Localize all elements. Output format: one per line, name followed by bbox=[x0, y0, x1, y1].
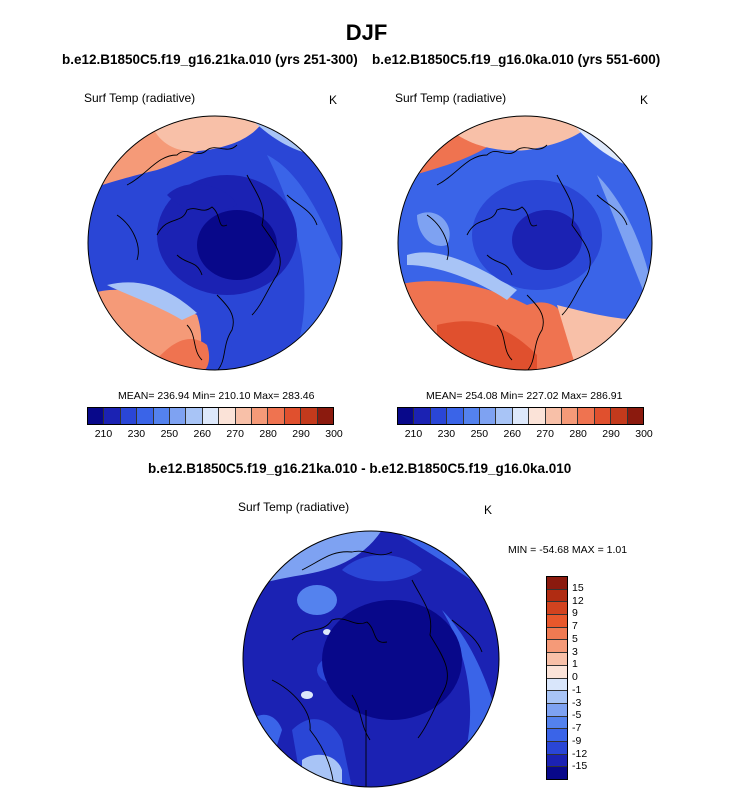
colorbar-tick-label: -1 bbox=[572, 683, 582, 696]
colorbar-tick-label: -5 bbox=[572, 709, 582, 722]
colorbar-swatch bbox=[496, 408, 513, 424]
colorbar-swatch bbox=[547, 615, 567, 628]
colorbar-swatch bbox=[547, 729, 567, 742]
colorbar-tick-label: 250 bbox=[470, 428, 489, 440]
colorbar-swatch bbox=[547, 665, 567, 679]
colorbar-swatch bbox=[252, 408, 269, 424]
colorbar-swatch bbox=[627, 408, 644, 424]
colorbar-swatch bbox=[268, 408, 285, 424]
colorbar-tick-label: 210 bbox=[94, 428, 113, 440]
colorbar-swatch bbox=[547, 678, 567, 692]
colorbar-swatch bbox=[398, 408, 415, 424]
colorbar-tick-label: 270 bbox=[536, 428, 554, 440]
colorbar-swatch bbox=[202, 408, 220, 424]
colorbar-swatch bbox=[120, 408, 138, 424]
colorbar-tick-label: 230 bbox=[127, 428, 146, 440]
colorbar-tick-label: 250 bbox=[160, 428, 179, 440]
colorbar-swatch bbox=[463, 408, 481, 424]
colorbar-swatch bbox=[611, 408, 628, 424]
diff-polar-map bbox=[242, 530, 500, 788]
colorbar-swatch bbox=[219, 408, 236, 424]
left-panel-stats: MEAN= 236.94 Min= 210.10 Max= 283.46 bbox=[118, 390, 315, 402]
colorbar-swatch bbox=[547, 589, 567, 603]
right-panel-label: Surf Temp (radiative) bbox=[395, 91, 507, 105]
subtitle-right: b.e12.B1850C5.f19_g16.0ka.010 (yrs 551-6… bbox=[372, 52, 661, 67]
colorbar-tick-label: 1 bbox=[572, 658, 578, 671]
colorbar-swatch bbox=[547, 767, 567, 779]
colorbar-swatch bbox=[547, 716, 567, 730]
colorbar-tick-label: 260 bbox=[193, 428, 212, 440]
colorbar-swatch bbox=[547, 640, 567, 654]
colorbar-swatch bbox=[301, 408, 318, 424]
colorbar-tick-label: 3 bbox=[572, 645, 578, 658]
colorbar-tick-label: 280 bbox=[259, 428, 277, 440]
colorbar-swatch bbox=[547, 754, 567, 768]
colorbar-swatch bbox=[512, 408, 530, 424]
left-colorbar-labels: 210 230 250 260 270 280 290 300 bbox=[87, 428, 343, 442]
colorbar-tick-label: 270 bbox=[226, 428, 244, 440]
colorbar-tick-label: 9 bbox=[572, 607, 578, 620]
left-polar-map bbox=[87, 115, 343, 371]
colorbar-swatch bbox=[284, 408, 302, 424]
figure-title: DJF bbox=[345, 20, 388, 45]
diff-panel-label: Surf Temp (radiative) bbox=[238, 500, 350, 514]
colorbar-swatch bbox=[547, 703, 567, 717]
colorbar-swatch bbox=[88, 408, 105, 424]
colorbar-tick-label: 260 bbox=[503, 428, 522, 440]
diff-colorbar-labels: 15 12 9 7 5 3 1 0 -1 -3 -5 -7 -9 -12 -15 bbox=[572, 576, 612, 780]
colorbar-swatch bbox=[414, 408, 431, 424]
colorbar-tick-label: -15 bbox=[572, 760, 588, 773]
colorbar-swatch bbox=[480, 408, 497, 424]
colorbar-tick-label: -3 bbox=[572, 696, 582, 709]
colorbar-swatch bbox=[104, 408, 121, 424]
colorbar-swatch bbox=[153, 408, 171, 424]
colorbar-tick-label: -12 bbox=[572, 747, 588, 760]
diff-panel-units: K bbox=[484, 503, 493, 517]
right-panel-stats: MEAN= 254.08 Min= 227.02 Max= 286.91 bbox=[426, 390, 623, 402]
colorbar-tick-label: 300 bbox=[325, 428, 343, 440]
diff-colorbar bbox=[546, 576, 568, 780]
right-colorbar-labels: 210 230 250 260 270 280 290 300 bbox=[397, 428, 653, 442]
colorbar-tick-label: 230 bbox=[437, 428, 456, 440]
colorbar-swatch bbox=[547, 691, 567, 704]
colorbar-swatch bbox=[186, 408, 203, 424]
colorbar-swatch bbox=[578, 408, 595, 424]
colorbar-tick-label: 12 bbox=[572, 594, 584, 607]
colorbar-tick-label: -9 bbox=[572, 734, 582, 747]
colorbar-tick-label: 7 bbox=[572, 620, 578, 632]
right-colorbar bbox=[397, 407, 644, 425]
colorbar-tick-label: 5 bbox=[572, 632, 578, 645]
left-panel-units: K bbox=[329, 93, 338, 107]
right-panel-units: K bbox=[640, 93, 649, 107]
colorbar-swatch bbox=[137, 408, 154, 424]
subtitle-left: b.e12.B1850C5.f19_g16.21ka.010 (yrs 251-… bbox=[62, 52, 358, 67]
colorbar-swatch bbox=[547, 602, 567, 616]
colorbar-swatch bbox=[529, 408, 546, 424]
colorbar-swatch bbox=[317, 408, 334, 424]
colorbar-swatch bbox=[547, 627, 567, 641]
colorbar-tick-label: 210 bbox=[404, 428, 423, 440]
subtitle-diff: b.e12.B1850C5.f19_g16.21ka.010 - b.e12.B… bbox=[148, 461, 572, 476]
colorbar-tick-label: 280 bbox=[569, 428, 587, 440]
colorbar-swatch bbox=[547, 741, 567, 755]
colorbar-tick-label: 0 bbox=[572, 671, 578, 683]
colorbar-swatch bbox=[447, 408, 464, 424]
colorbar-swatch bbox=[594, 408, 612, 424]
colorbar-swatch bbox=[430, 408, 448, 424]
colorbar-swatch bbox=[545, 408, 563, 424]
colorbar-swatch bbox=[547, 653, 567, 666]
colorbar-tick-label: 290 bbox=[602, 428, 620, 440]
colorbar-swatch bbox=[170, 408, 187, 424]
left-colorbar bbox=[87, 407, 334, 425]
colorbar-tick-label: 15 bbox=[572, 581, 584, 594]
diff-panel-stats: MIN = -54.68 MAX = 1.01 bbox=[508, 544, 628, 556]
colorbar-tick-label: -7 bbox=[572, 722, 582, 734]
colorbar-tick-label: 300 bbox=[635, 428, 653, 440]
colorbar-swatch bbox=[547, 577, 567, 590]
right-polar-map bbox=[397, 115, 653, 371]
colorbar-swatch bbox=[562, 408, 579, 424]
colorbar-tick-label: 290 bbox=[292, 428, 310, 440]
colorbar-swatch bbox=[235, 408, 253, 424]
left-panel-label: Surf Temp (radiative) bbox=[84, 91, 196, 105]
